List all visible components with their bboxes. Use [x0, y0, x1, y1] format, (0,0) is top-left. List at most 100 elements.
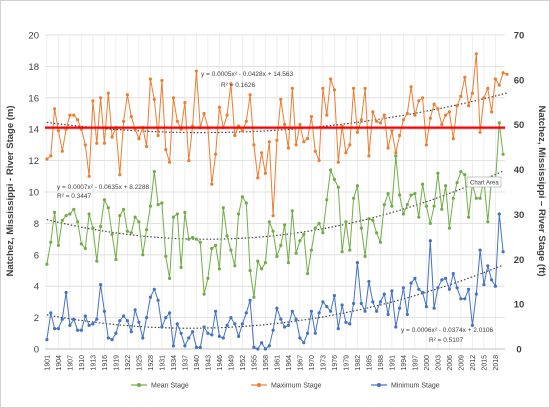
- data-point: [129, 330, 133, 334]
- data-point: [83, 246, 87, 251]
- data-point: [156, 133, 160, 138]
- data-point: [106, 336, 110, 340]
- data-point: [348, 322, 352, 326]
- y-tick-label: 8: [34, 219, 39, 230]
- data-point: [87, 174, 91, 178]
- data-point: [133, 215, 137, 219]
- data-point: [424, 204, 428, 208]
- data-point: [313, 331, 317, 335]
- data-point: [459, 170, 463, 174]
- data-point: [125, 319, 129, 323]
- data-point: [129, 115, 133, 119]
- data-point: [294, 317, 298, 321]
- y-right-tick-label: 40: [514, 165, 525, 176]
- y-right-tick-label: 0: [516, 345, 521, 356]
- y-tick-label: 14: [28, 125, 39, 136]
- y-tick-label: 18: [28, 62, 39, 73]
- legend: Mean Stage Maximum Stage Minimum Stage: [131, 383, 440, 390]
- data-point: [271, 214, 275, 218]
- data-point: [363, 86, 367, 90]
- data-point: [401, 212, 405, 216]
- x-tick-label: 1904: [56, 355, 63, 371]
- data-point: [501, 250, 505, 254]
- data-point: [382, 292, 386, 296]
- x-tick-label: 1955: [251, 355, 258, 371]
- data-point: [240, 129, 244, 133]
- data-point: [168, 160, 172, 164]
- data-point: [233, 322, 237, 326]
- data-point: [114, 331, 118, 335]
- data-point: [352, 86, 356, 90]
- y-tick-label: 0: [34, 345, 39, 356]
- data-point: [390, 289, 394, 293]
- data-point: [470, 323, 474, 327]
- data-point: [405, 203, 409, 207]
- data-point: [87, 212, 91, 216]
- x-tick-label: 1985: [366, 355, 373, 371]
- y-axis-right-label: Natchez, Mississippi – River Stage (ft): [536, 105, 547, 276]
- data-point: [286, 261, 290, 265]
- data-point: [210, 246, 214, 251]
- data-point: [102, 141, 106, 145]
- data-point: [428, 239, 432, 243]
- data-point: [378, 121, 382, 125]
- data-point: [455, 181, 459, 185]
- data-point: [478, 196, 482, 200]
- data-point: [83, 314, 87, 318]
- x-tick-label: 1961: [274, 355, 281, 371]
- data-point: [298, 122, 302, 127]
- data-point: [214, 152, 218, 156]
- data-point: [290, 86, 294, 90]
- y-right-tick-label: 30: [514, 210, 525, 221]
- data-point: [60, 317, 64, 321]
- data-point: [76, 328, 80, 332]
- x-tick-label: 2018: [493, 355, 500, 371]
- data-point: [118, 214, 122, 218]
- y-tick-label: 2: [34, 313, 39, 324]
- data-point: [321, 231, 325, 235]
- data-point: [233, 264, 237, 268]
- data-point: [244, 201, 248, 205]
- data-point: [91, 226, 95, 230]
- data-point: [467, 287, 471, 291]
- data-point: [294, 251, 298, 255]
- x-tick-label: 1958: [263, 355, 270, 371]
- data-point: [141, 336, 145, 340]
- data-point: [160, 78, 164, 83]
- data-point: [49, 154, 53, 158]
- data-point: [340, 250, 344, 254]
- data-point: [102, 198, 106, 202]
- data-point: [436, 286, 440, 290]
- data-point: [122, 314, 126, 318]
- data-point: [267, 140, 271, 144]
- data-point: [118, 173, 122, 177]
- x-tick-label: 2003: [435, 355, 442, 371]
- data-point: [175, 322, 179, 326]
- x-tick-label: 1922: [125, 355, 132, 371]
- data-point: [367, 217, 371, 221]
- x-tick-label: 1934: [171, 355, 178, 371]
- data-point: [99, 283, 103, 287]
- data-point: [336, 185, 340, 189]
- data-point: [141, 253, 145, 257]
- data-point: [240, 322, 244, 326]
- data-point: [194, 237, 198, 241]
- data-point: [156, 298, 160, 302]
- data-point: [202, 325, 206, 329]
- data-point: [390, 204, 394, 208]
- data-point: [260, 267, 264, 271]
- data-point: [129, 231, 133, 235]
- data-point: [321, 86, 325, 90]
- data-point: [432, 102, 436, 106]
- data-point: [145, 316, 149, 320]
- x-tick-label: 1901: [44, 355, 51, 371]
- data-point: [355, 130, 359, 134]
- x-tick-label: 1907: [67, 355, 74, 371]
- data-point: [421, 182, 425, 186]
- data-point: [290, 209, 294, 213]
- data-point: [325, 198, 329, 202]
- data-point: [148, 295, 152, 299]
- x-tick-label: 1928: [148, 355, 155, 371]
- y-right-tick-label: 70: [514, 31, 525, 42]
